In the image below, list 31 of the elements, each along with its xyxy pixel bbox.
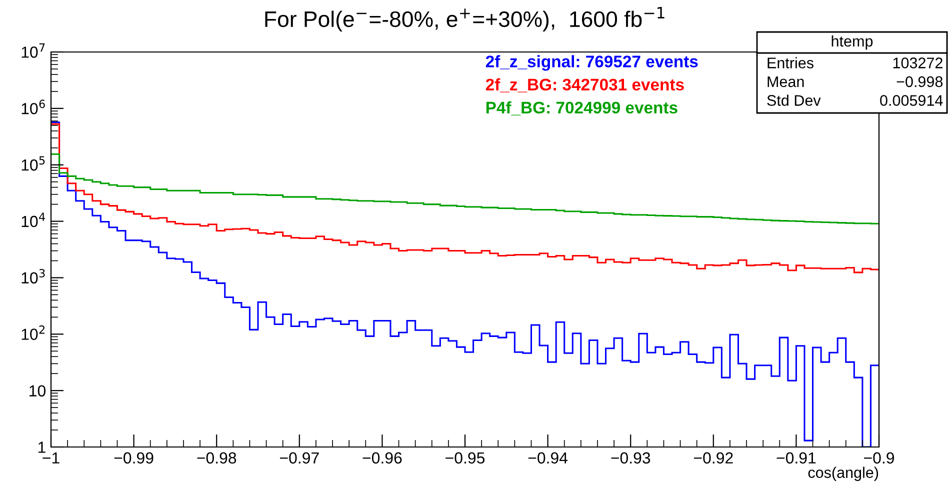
annotation: Std Dev xyxy=(767,94,821,106)
x-tick-label: −0.94 xyxy=(528,452,568,464)
text: 2f_z_BG: 3427031 events xyxy=(486,78,684,92)
y-tick-label: 10 xyxy=(30,385,46,397)
x-tick-label: −0.95 xyxy=(446,452,485,464)
text: 103272 xyxy=(893,58,942,68)
x-tick-label: −0.98 xyxy=(197,452,236,464)
text: −0.998 xyxy=(896,76,943,88)
y-tick-label: 10$^{7}$ xyxy=(22,43,45,58)
x-tick-label: −0.97 xyxy=(280,452,319,464)
chart-title: For Pol(e$^{−}$=-80%, e$^{+}$=+30%), 1600 fb$^{−1}$ xyxy=(265,7,664,32)
x-axis-title: cos(angle) xyxy=(808,466,878,481)
text: P4f_BG: 7024999 events xyxy=(486,101,678,116)
x-tick-label: −1 xyxy=(42,452,60,464)
x-tick-label: −0.96 xyxy=(362,452,402,464)
y-tick-label: 10$^{4}$ xyxy=(22,212,45,228)
x-tick-label: −0.92 xyxy=(694,452,733,464)
y-tick-label: 10$^{2}$ xyxy=(22,325,44,340)
text: 0.005914 xyxy=(880,95,943,106)
y-tick-label: 10$^{6}$ xyxy=(22,100,45,114)
y-tick-label: 10$^{3}$ xyxy=(22,268,45,284)
text: 2f_z_signal: 769527 events xyxy=(486,55,698,71)
y-tick-label: 10$^{5}$ xyxy=(22,156,45,171)
text: htemp xyxy=(832,35,873,50)
annotation: Entries xyxy=(768,57,814,68)
x-tick-label: −0.91 xyxy=(776,452,816,464)
y-tick-label: 1 xyxy=(38,442,46,453)
annotation: Mean xyxy=(768,76,804,88)
x-tick-label: −0.9 xyxy=(864,452,894,464)
x-tick-label: −0.93 xyxy=(611,452,650,464)
x-tick-label: −0.99 xyxy=(114,452,154,464)
